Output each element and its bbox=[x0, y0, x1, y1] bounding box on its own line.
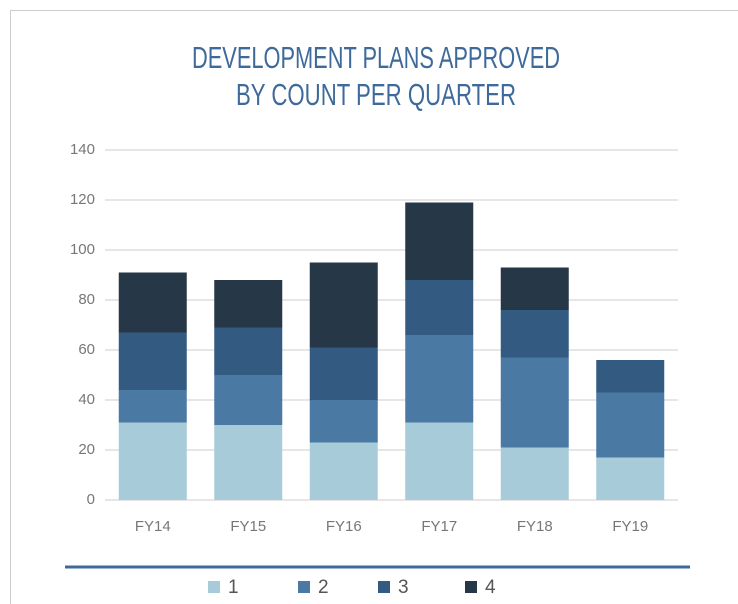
y-tick-label: 140 bbox=[70, 141, 95, 158]
bar-segment bbox=[500, 447, 569, 500]
bar-segment bbox=[500, 267, 569, 310]
y-tick-label: 80 bbox=[78, 291, 95, 308]
chart-title: BY COUNT PER QUARTER bbox=[236, 77, 516, 112]
bar-segment bbox=[405, 202, 474, 280]
bar-segment bbox=[214, 327, 283, 375]
bar-segment bbox=[405, 280, 474, 335]
legend-swatch bbox=[208, 581, 220, 593]
y-tick-label: 100 bbox=[70, 241, 95, 258]
y-tick-label: 0 bbox=[87, 491, 95, 508]
x-tick-label: FY17 bbox=[421, 518, 457, 535]
legend-label: 1 bbox=[228, 577, 239, 598]
bar-segment bbox=[500, 310, 569, 358]
y-tick-label: 120 bbox=[70, 191, 95, 208]
bar-segment bbox=[309, 347, 378, 400]
legend-swatch bbox=[378, 581, 390, 593]
bar-segment bbox=[500, 357, 569, 448]
legend-label: 3 bbox=[398, 577, 409, 598]
bar-segment bbox=[309, 400, 378, 443]
bar-segment bbox=[118, 390, 187, 423]
bar-segment bbox=[118, 422, 187, 500]
legend-label: 4 bbox=[485, 577, 496, 598]
bar-segment bbox=[309, 262, 378, 348]
legend-swatch bbox=[298, 581, 310, 593]
bar-segment bbox=[405, 335, 474, 423]
x-tick-label: FY18 bbox=[517, 518, 553, 535]
bar-segment bbox=[405, 422, 474, 500]
legend-swatch bbox=[465, 581, 477, 593]
bar-segment bbox=[118, 272, 187, 333]
x-tick-label: FY19 bbox=[612, 518, 648, 535]
x-tick-label: FY14 bbox=[135, 518, 171, 535]
bar-segment bbox=[214, 425, 283, 500]
x-tick-label: FY15 bbox=[230, 518, 266, 535]
bar-segment bbox=[309, 442, 378, 500]
bar-segment bbox=[118, 332, 187, 390]
legend-label: 2 bbox=[318, 577, 329, 598]
y-tick-label: 60 bbox=[78, 341, 95, 358]
bar-segment bbox=[596, 392, 665, 458]
bar-segment bbox=[596, 360, 665, 393]
frame bbox=[10, 10, 738, 604]
y-tick-label: 40 bbox=[78, 391, 95, 408]
x-tick-label: FY16 bbox=[326, 518, 362, 535]
bar-segment bbox=[214, 280, 283, 328]
chart-title: DEVELOPMENT PLANS APPROVED bbox=[192, 40, 560, 75]
bar-segment bbox=[214, 375, 283, 425]
bar-segment bbox=[596, 457, 665, 500]
y-tick-label: 20 bbox=[78, 441, 95, 458]
